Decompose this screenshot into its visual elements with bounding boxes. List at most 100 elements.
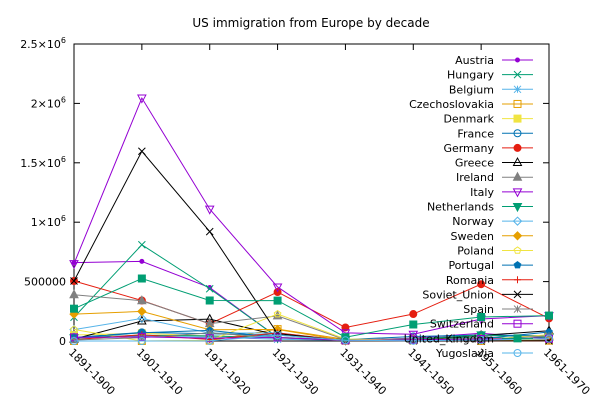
legend-marker: [512, 188, 523, 198]
data-point-united-kingdom: [70, 304, 78, 313]
data-point-soviet-union: [70, 277, 78, 285]
data-point-united-kingdom: [273, 296, 282, 305]
legend-marker: [513, 143, 522, 152]
y-tick-label: 1.5×106: [20, 155, 66, 170]
data-point-sweden: [69, 309, 79, 319]
y-tick-label: 2.5×106: [20, 36, 66, 51]
legend-marker: [513, 334, 522, 343]
legend-label: Germany: [443, 142, 494, 155]
legend-item-ireland: Ireland: [456, 171, 533, 184]
data-point-spain: [70, 336, 78, 344]
data-point-italy: [69, 260, 79, 270]
data-point-sweden: [137, 306, 147, 317]
legend-item-portugal: Portugal: [448, 259, 533, 272]
y-tick-label: 0: [59, 335, 66, 348]
data-point-spain: [545, 331, 553, 340]
legend-marker: [513, 260, 522, 269]
legend-marker: [512, 231, 523, 241]
plot-frame: [73, 43, 550, 342]
legend-label: Portugal: [448, 259, 494, 272]
legend-label: Netherlands: [427, 201, 494, 214]
legend-marker: [513, 305, 522, 313]
chart-title: US immigration from Europe by decade: [192, 16, 429, 30]
legend-marker: [513, 129, 522, 138]
legend-label: Austria: [455, 54, 494, 67]
legend-marker: [512, 156, 523, 167]
legend-marker: [514, 276, 521, 284]
legend-marker: [515, 57, 520, 63]
legend-marker: [513, 70, 522, 79]
legend-item-germany: Germany: [443, 142, 533, 155]
x-tick-label: 1931-1940: [337, 346, 389, 398]
data-point-united-kingdom: [545, 311, 553, 320]
x-tick-label: 1961-1970: [541, 346, 593, 398]
data-point-soviet-union: [138, 147, 146, 156]
data-point-yugoslavia: [341, 336, 350, 345]
legend-marker: [512, 216, 523, 226]
legend-label: Greece: [455, 157, 494, 170]
legend-item-switzerland: Switzerland: [430, 318, 533, 331]
legend-marker: [512, 203, 523, 213]
legend-item-italy: Italy: [470, 186, 533, 199]
legend-label: France: [457, 127, 494, 140]
x-tick-label: 1901-1910: [134, 346, 186, 398]
legend-label: Ireland: [456, 171, 494, 184]
legend-label: Belgium: [449, 83, 494, 96]
data-point-yugoslavia: [477, 336, 486, 345]
legend-item-spain: Spain: [463, 303, 533, 316]
legend-label: Poland: [457, 244, 494, 257]
legend-label: Spain: [463, 303, 494, 316]
data-point-united-kingdom: [409, 320, 418, 329]
legend-marker: [512, 171, 523, 181]
data-point-germany: [477, 280, 486, 289]
legend-label: Czechoslovakia: [409, 98, 494, 111]
legend-label: Yugoslavia: [435, 347, 494, 360]
data-point-yugoslavia: [273, 331, 282, 340]
legend-marker: [513, 319, 522, 328]
legend-item-yugoslavia: Yugoslavia: [435, 347, 533, 360]
series-line-switzerland: [73, 336, 550, 341]
legend-label: Denmark: [443, 113, 494, 126]
legend-label: Hungary: [447, 69, 494, 82]
legend-label: Switzerland: [430, 318, 494, 331]
series-group: [69, 94, 554, 346]
data-point-yugoslavia: [137, 337, 146, 345]
axes: 0 500000 1×106 1.5×106 2×106 2.5×106 1891-1900…: [20, 36, 592, 398]
data-point-yugoslavia: [545, 334, 553, 343]
x-tick-label: 1911-1920: [202, 346, 254, 398]
data-point-italy: [272, 283, 283, 293]
data-point-united-kingdom: [205, 296, 214, 305]
legend-label: Norway: [452, 215, 494, 228]
legend-marker: [513, 85, 522, 94]
legend-marker: [513, 290, 522, 299]
legend-item-norway: Norway: [452, 215, 533, 228]
data-point-united-kingdom: [137, 274, 146, 283]
data-point-ireland: [137, 295, 147, 305]
legend-label: Italy: [470, 186, 494, 199]
data-point-italy: [408, 330, 419, 340]
legend-item-united-kingdom: United_Kingdom: [404, 332, 533, 345]
legend-item-netherlands: Netherlands: [427, 201, 533, 214]
data-point-switzerland: [205, 334, 214, 343]
data-point-yugoslavia: [409, 336, 418, 345]
data-point-germany: [409, 310, 418, 319]
legend-item-austria: Austria: [455, 54, 533, 67]
legend-label: Sweden: [451, 230, 494, 243]
legend-item-france: France: [457, 127, 533, 140]
legend-marker: [513, 349, 522, 357]
data-point-italy: [204, 205, 215, 215]
legend-label: United_Kingdom: [404, 332, 494, 345]
y-tick-label: 1×106: [31, 214, 66, 229]
data-point-ireland: [69, 289, 79, 299]
data-point-soviet-union: [205, 227, 214, 236]
x-tick-label: 1921-1930: [269, 346, 321, 398]
series-line-italy: [73, 96, 550, 335]
data-point-hungary: [205, 284, 214, 293]
data-point-switzerland: [273, 333, 282, 342]
legend-label: Romania: [446, 274, 494, 287]
data-point-switzerland: [137, 332, 146, 341]
data-point-poland: [273, 309, 282, 318]
data-point-united-kingdom: [477, 313, 486, 322]
